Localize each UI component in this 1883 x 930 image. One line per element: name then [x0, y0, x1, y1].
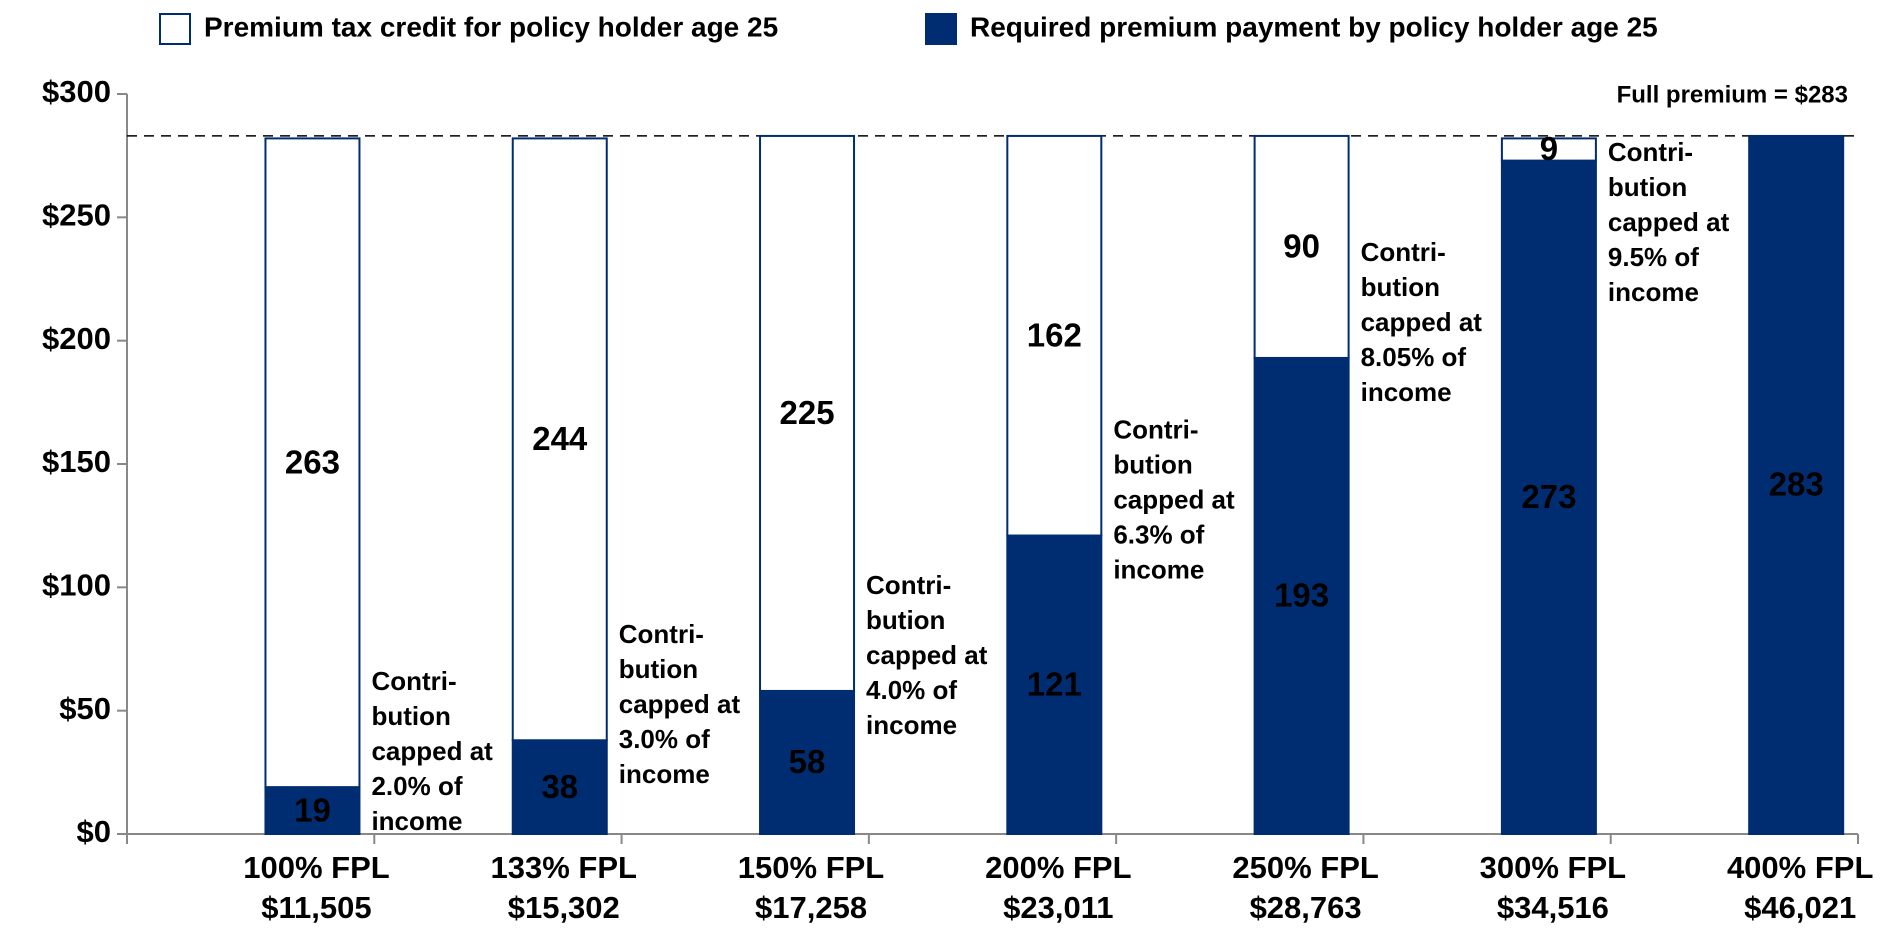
x-tick-label: $23,011 [1003, 890, 1113, 925]
value-label: 121 [1027, 665, 1082, 702]
y-tick-label: $200 [42, 321, 111, 356]
x-tick-label: $34,516 [1497, 890, 1609, 925]
annotation: Contri- [371, 666, 456, 696]
annotation: bution [1113, 449, 1192, 479]
value-label: 38 [541, 768, 578, 805]
x-tick-label: $17,258 [755, 890, 867, 925]
x-tick-label: $15,302 [508, 890, 620, 925]
value-label: 225 [780, 394, 835, 431]
annotation: bution [866, 605, 945, 635]
x-tick-label: 400% FPL [1727, 850, 1873, 885]
annotation: 2.0% of [371, 771, 462, 801]
y-tick-label: $300 [42, 74, 111, 109]
value-label: 9 [1540, 130, 1558, 167]
value-label: 19 [294, 791, 331, 828]
annotation: capped at [1113, 484, 1235, 514]
annotation: 4.0% of [866, 675, 957, 705]
annotation: income [1113, 554, 1204, 584]
bar-segment [1006, 134, 1103, 537]
legend-label: Required premium payment by policy holde… [970, 11, 1658, 42]
x-tick-label: 150% FPL [738, 850, 884, 885]
x-tick-label: 100% FPL [243, 850, 389, 885]
bar-segment [511, 739, 608, 835]
annotation: income [371, 806, 462, 836]
annotation: bution [1361, 272, 1440, 302]
x-tick-label: 200% FPL [985, 850, 1131, 885]
bar-segment [264, 137, 361, 789]
annotation: bution [619, 654, 698, 684]
x-tick-label: $11,505 [261, 890, 371, 925]
bar-segment [1500, 137, 1597, 162]
annotation: 6.3% of [1113, 519, 1204, 549]
y-tick-label: $250 [42, 198, 111, 233]
annotation: Contri- [866, 570, 951, 600]
y-tick-label: $50 [59, 691, 111, 726]
y-tick-label: $150 [42, 444, 111, 479]
x-tick-label: 300% FPL [1480, 850, 1626, 885]
annotation: 3.0% of [619, 724, 710, 754]
annotation: bution [1608, 172, 1687, 202]
annotation: bution [371, 701, 450, 731]
legend-swatch [159, 13, 191, 45]
x-tick-label: 133% FPL [491, 850, 637, 885]
bar-segment [511, 137, 608, 742]
annotation: income [866, 710, 957, 740]
annotation: income [1608, 277, 1699, 307]
bar-segment [759, 689, 856, 836]
annotation: capped at [1361, 307, 1483, 337]
y-tick-label: $100 [42, 568, 111, 603]
annotation: Contri- [1113, 414, 1198, 444]
legend-swatch [925, 13, 957, 45]
value-label: 193 [1274, 577, 1329, 614]
value-label: 58 [789, 743, 826, 780]
legend-label: Premium tax credit for policy holder age… [204, 11, 778, 42]
value-label: 263 [285, 443, 340, 480]
reference-label: Full premium = $283 [1617, 81, 1848, 108]
x-tick-label: 250% FPL [1232, 850, 1378, 885]
annotation: capped at [619, 689, 741, 719]
annotation: Contri- [619, 619, 704, 649]
annotation: income [1361, 377, 1452, 407]
annotation: 8.05% of [1361, 342, 1467, 372]
value-label: 90 [1283, 228, 1320, 265]
bar-segment [1748, 134, 1845, 835]
bar-segment [1253, 356, 1350, 835]
x-tick-label: $28,763 [1250, 890, 1362, 925]
annotation: capped at [371, 736, 493, 766]
bar-segment [759, 134, 856, 692]
annotation: Contri- [1361, 237, 1446, 267]
bar-segment [1253, 134, 1350, 359]
annotation: capped at [866, 640, 988, 670]
bar-segment [264, 786, 361, 836]
x-tick-label: $46,021 [1744, 890, 1856, 925]
annotation: Contri- [1608, 137, 1693, 167]
value-label: 244 [532, 420, 588, 457]
annotation: income [619, 759, 710, 789]
annotation: 9.5% of [1608, 242, 1699, 272]
y-tick-label: $0 [77, 814, 111, 849]
value-label: 162 [1027, 316, 1082, 353]
value-label: 283 [1769, 466, 1824, 503]
annotation: capped at [1608, 207, 1730, 237]
value-label: 273 [1521, 478, 1576, 515]
